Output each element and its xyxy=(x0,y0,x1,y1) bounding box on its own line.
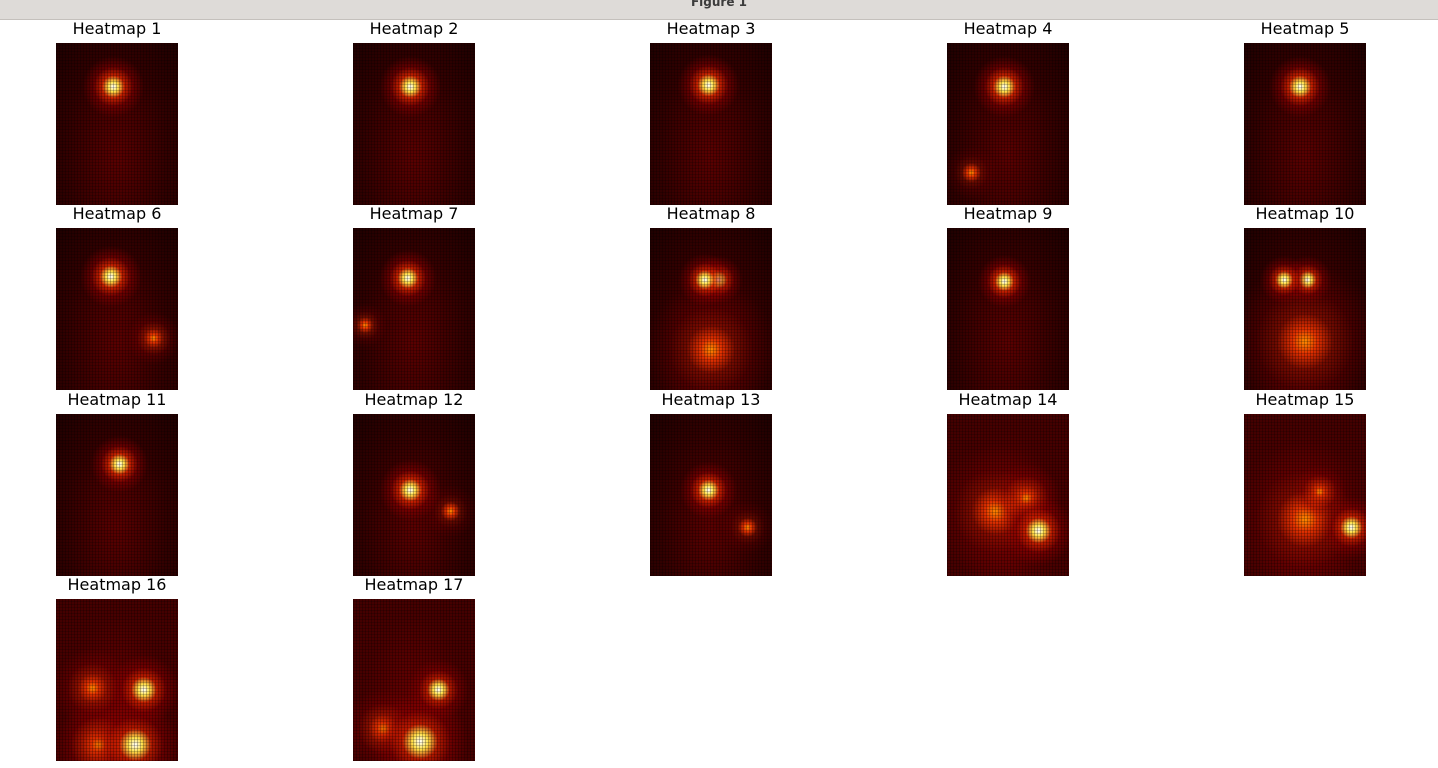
heatmap-title: Heatmap 15 xyxy=(1255,390,1355,409)
heatmap-image xyxy=(353,228,475,390)
heatmap-image xyxy=(1244,43,1366,205)
heatmap-title: Heatmap 14 xyxy=(958,390,1058,409)
heatmap-image xyxy=(56,414,178,576)
heatmap-title: Heatmap 9 xyxy=(963,204,1053,223)
heatmap-image xyxy=(650,43,772,205)
heatmap-title: Heatmap 12 xyxy=(364,390,464,409)
heatmap-image xyxy=(947,414,1069,576)
heatmap-title: Heatmap 5 xyxy=(1260,19,1350,38)
heatmap-image xyxy=(56,599,178,761)
heatmap-image xyxy=(1244,228,1366,390)
heatmap-title: Heatmap 10 xyxy=(1255,204,1355,223)
heatmap-title: Heatmap 13 xyxy=(661,390,761,409)
heatmap-image xyxy=(56,43,178,205)
heatmap-title: Heatmap 7 xyxy=(369,204,459,223)
heatmap-image xyxy=(353,414,475,576)
window-title: Figure 1 xyxy=(690,0,748,9)
heatmap-title: Heatmap 16 xyxy=(67,575,167,594)
heatmap-image xyxy=(650,228,772,390)
title-bar: Figure 1 xyxy=(0,0,1438,20)
heatmap-image xyxy=(947,228,1069,390)
heatmap-title: Heatmap 6 xyxy=(72,204,162,223)
heatmap-image xyxy=(353,43,475,205)
heatmap-title: Heatmap 17 xyxy=(364,575,464,594)
heatmap-title: Heatmap 1 xyxy=(72,19,162,38)
heatmap-image xyxy=(1244,414,1366,576)
heatmap-image xyxy=(947,43,1069,205)
heatmap-image xyxy=(353,599,475,761)
heatmap-image xyxy=(56,228,178,390)
heatmap-title: Heatmap 8 xyxy=(666,204,756,223)
heatmap-title: Heatmap 2 xyxy=(369,19,459,38)
heatmap-image xyxy=(650,414,772,576)
heatmap-title: Heatmap 3 xyxy=(666,19,756,38)
heatmap-title: Heatmap 4 xyxy=(963,19,1053,38)
heatmap-title: Heatmap 11 xyxy=(67,390,167,409)
